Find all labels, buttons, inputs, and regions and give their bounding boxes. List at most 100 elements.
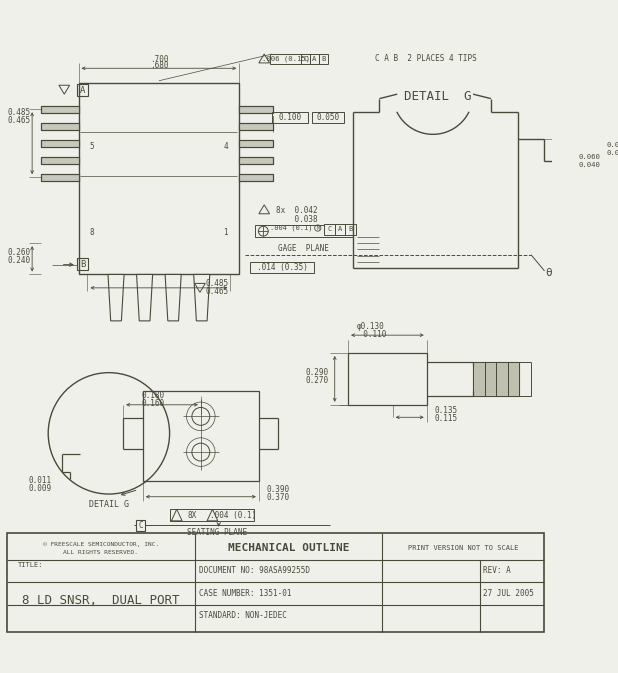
Text: 0.485: 0.485 [205,279,229,288]
Bar [41,122,78,130]
Bar [335,223,345,235]
Bar [239,157,273,164]
Bar [41,174,78,181]
Text: .004 (0.1): .004 (0.1) [269,225,312,232]
Text: 0.060: 0.060 [578,153,600,160]
Text: 8 LD SNSR,  DUAL PORT: 8 LD SNSR, DUAL PORT [22,594,180,607]
Polygon shape [108,275,124,321]
Text: 4: 4 [224,142,228,151]
Text: DETAIL  G: DETAIL G [404,90,471,104]
Bar [239,106,273,113]
Text: 0.010: 0.010 [607,142,618,148]
Bar [255,225,353,237]
Polygon shape [193,275,210,321]
Bar [41,174,78,181]
Bar [41,106,78,113]
Bar [78,83,239,275]
Text: 0.370: 0.370 [267,493,290,502]
Bar [41,140,78,147]
Text: 0.240: 0.240 [7,256,30,264]
Bar [239,174,273,181]
Text: 0.110: 0.110 [354,330,387,339]
Text: MECHANICAL OUTLINE: MECHANICAL OUTLINE [227,544,349,553]
Bar [77,84,88,96]
Bar [41,122,78,130]
Bar [508,362,520,396]
Text: .014 (0.35): .014 (0.35) [256,263,308,272]
Text: 0.002: 0.002 [607,150,618,156]
Text: PRINT VERSION NOT TO SCALE: PRINT VERSION NOT TO SCALE [408,546,519,551]
Text: C: C [138,521,143,530]
Bar [41,140,78,147]
Text: 0.135: 0.135 [434,406,458,415]
Text: 8X: 8X [187,511,197,520]
Circle shape [48,373,169,494]
Text: 0.009: 0.009 [28,484,52,493]
Text: A: A [312,56,316,62]
Text: ALL RIGHTS RESERVED.: ALL RIGHTS RESERVED. [64,550,138,555]
Text: 0.050: 0.050 [316,113,339,122]
Text: 0.390: 0.390 [267,485,290,494]
Bar [239,122,273,130]
Text: 8: 8 [90,228,95,237]
Text: θ: θ [546,268,552,278]
Bar [310,54,319,64]
Text: STANDARD: NON-JEDEC: STANDARD: NON-JEDEC [199,611,287,620]
Text: 0.160: 0.160 [142,399,165,409]
Text: CASE NUMBER: 1351-01: CASE NUMBER: 1351-01 [199,589,292,598]
Bar [345,223,356,235]
Text: 0.011: 0.011 [28,476,52,485]
Bar [7,533,544,631]
Text: 0.100: 0.100 [279,113,302,122]
Bar [41,157,78,164]
Bar [239,106,273,113]
Bar [250,262,314,273]
Text: .680: .680 [150,61,168,70]
Text: 0.465: 0.465 [205,287,229,296]
Text: 1: 1 [224,228,228,237]
Text: 0.270: 0.270 [305,376,328,385]
Text: C: C [328,226,331,232]
Polygon shape [496,362,508,396]
Bar [136,520,145,530]
Text: © FREESCALE SEMICONDUCTOR, INC.: © FREESCALE SEMICONDUCTOR, INC. [43,542,159,547]
Bar [324,223,335,235]
Polygon shape [485,362,496,396]
Text: 0.180: 0.180 [142,392,165,400]
Text: M: M [316,225,320,231]
Polygon shape [137,275,153,321]
Bar [143,392,259,481]
Text: A: A [338,226,342,232]
Bar [239,140,273,147]
Bar [313,112,344,122]
Text: 5: 5 [90,142,95,151]
Bar [41,157,78,164]
Bar [273,112,308,122]
Text: 0.290: 0.290 [305,368,328,377]
Text: 0.038: 0.038 [276,215,318,223]
Text: .004 (0.1): .004 (0.1) [210,511,256,520]
Bar [348,353,426,404]
Text: TITLE:: TITLE: [18,563,43,569]
Text: φ0.130: φ0.130 [357,322,384,330]
Text: DOCUMENT NO: 98ASA99255D: DOCUMENT NO: 98ASA99255D [199,566,310,575]
Bar [319,54,328,64]
Text: B: B [80,260,85,269]
Text: B: B [321,56,325,62]
Bar [301,54,310,64]
Text: DETAIL G: DETAIL G [89,500,129,509]
Bar [239,174,273,181]
Text: 0.040: 0.040 [578,162,600,168]
Text: GAGE  PLANE: GAGE PLANE [278,244,329,253]
Bar [496,362,508,396]
Text: SEATING PLANE: SEATING PLANE [187,528,248,537]
Text: 0.465: 0.465 [7,116,30,125]
Text: C A B  2 PLACES 4 TIPS: C A B 2 PLACES 4 TIPS [375,54,476,63]
Text: .700: .700 [150,55,168,64]
Text: A: A [80,85,85,95]
Polygon shape [508,362,520,396]
Bar [77,258,88,270]
Text: 0.485: 0.485 [7,108,30,117]
Bar [473,362,485,396]
Text: .006 (0.15): .006 (0.15) [261,56,310,62]
